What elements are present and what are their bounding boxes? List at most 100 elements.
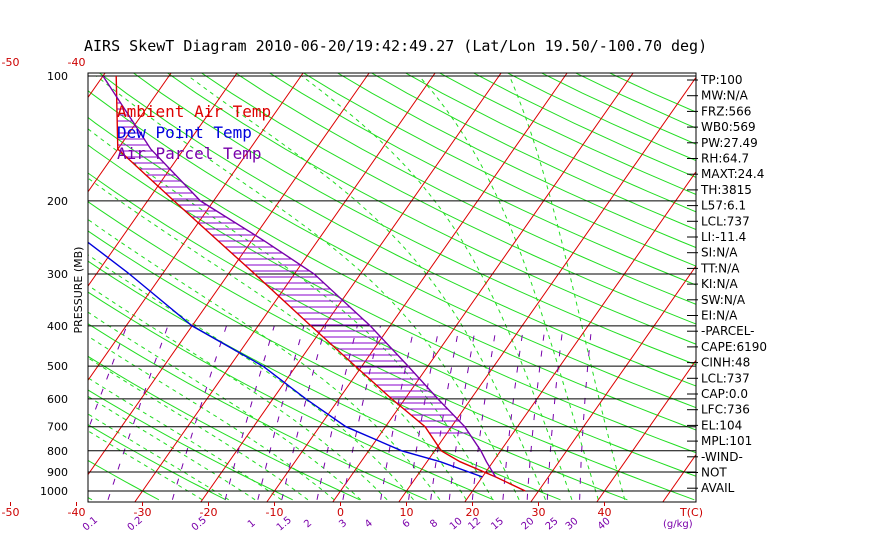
dry-adiabat-line bbox=[234, 73, 696, 305]
dry-adiabat-line bbox=[132, 73, 696, 366]
index-value: -WIND- bbox=[701, 450, 743, 464]
plot-frame bbox=[87, 72, 697, 503]
dry-adiabat-line bbox=[438, 73, 696, 195]
index-value: TH:3815 bbox=[700, 183, 752, 197]
pressure-tick-label: 200 bbox=[47, 195, 68, 208]
pressure-tick-label: 800 bbox=[47, 445, 68, 458]
mixing-ratio-line bbox=[257, 325, 305, 500]
mixing-ratio-line bbox=[408, 325, 440, 500]
pressure-tick-label: 700 bbox=[47, 421, 68, 434]
bottom-temp-tick-label: 30 bbox=[532, 506, 546, 519]
pressure-tick-label: 300 bbox=[47, 268, 68, 281]
moist-adiabat-line bbox=[96, 75, 520, 501]
index-value: MW:N/A bbox=[701, 89, 749, 103]
index-value: PW:27.49 bbox=[701, 136, 758, 150]
bottom-temp-tick-label: 40 bbox=[598, 506, 612, 519]
mixing-ratio-line bbox=[526, 325, 546, 500]
mixing-ratio-tick-label: 15 bbox=[489, 516, 506, 533]
top-temp-tick-label: -50 bbox=[2, 56, 20, 69]
pressure-axis-label: PRESSURE (MB) bbox=[72, 247, 85, 334]
mixing-ratio-tick-label: 8 bbox=[428, 518, 440, 531]
dry-adiabat-line bbox=[370, 73, 696, 231]
moist-adiabat-line bbox=[88, 128, 494, 501]
dry-adiabat-line bbox=[506, 73, 696, 162]
legend-entry: Dew Point Temp bbox=[117, 123, 252, 142]
index-value: TP:100 bbox=[700, 73, 743, 87]
dry-adiabat-line bbox=[88, 389, 293, 501]
index-value: WB0:569 bbox=[701, 120, 756, 134]
moist-adiabat-line bbox=[88, 254, 414, 501]
index-value: LCL:737 bbox=[701, 371, 750, 385]
pressure-tick-label: 500 bbox=[47, 360, 68, 373]
mixing-ratio-tick-label: 30 bbox=[564, 516, 581, 533]
isotherm-line bbox=[464, 170, 696, 502]
dry-adiabat-line bbox=[88, 323, 427, 501]
dry-adiabat-line bbox=[88, 201, 695, 501]
dry-adiabat-line bbox=[98, 73, 696, 387]
chart-grid bbox=[0, 57, 696, 502]
dry-adiabat-line bbox=[302, 73, 696, 267]
moist-adiabat-line bbox=[88, 413, 229, 501]
isotherm-line bbox=[662, 453, 696, 502]
index-value: CAP:0.0 bbox=[701, 387, 748, 401]
dry-adiabat-line bbox=[88, 459, 160, 501]
bottom-temp-tick-label: 0 bbox=[337, 506, 344, 519]
mixing-ratio-line bbox=[224, 325, 275, 500]
mixing-ratio-line bbox=[502, 325, 525, 500]
isotherm-line bbox=[332, 73, 634, 502]
index-value: CAPE:6190 bbox=[701, 340, 767, 354]
ambient-temp-curve bbox=[115, 75, 526, 492]
parcel-temp-curve bbox=[102, 75, 497, 478]
mixing-ratio-tick-label: 6 bbox=[401, 518, 413, 531]
index-value: MAXT:24.4 bbox=[701, 167, 764, 181]
index-value: SI:N/A bbox=[701, 246, 738, 260]
isotherm-line bbox=[88, 73, 304, 382]
isotherm-line bbox=[88, 73, 370, 476]
mixing-ratio-line bbox=[342, 325, 381, 500]
index-value: NOT bbox=[701, 466, 727, 480]
dry-adiabat-line bbox=[200, 73, 696, 325]
mixing-ratio-line bbox=[107, 325, 169, 500]
index-value: LFC:736 bbox=[701, 403, 750, 417]
isotherm-line bbox=[88, 73, 106, 99]
moist-adiabat-line bbox=[418, 75, 599, 500]
mixing-ratio-line bbox=[171, 325, 227, 500]
mixing-ratio-line bbox=[471, 325, 497, 500]
mixing-ratio-line bbox=[316, 325, 358, 500]
pressure-tick-label: 900 bbox=[47, 466, 68, 479]
dry-adiabat-line bbox=[88, 230, 628, 501]
mixing-ratio-line bbox=[430, 325, 460, 500]
index-value: L57:6.1 bbox=[701, 199, 746, 213]
mixing-ratio-tick-label: 2 bbox=[302, 518, 314, 531]
chart-legend: Ambient Air Temp Dew Point Temp Air Parcel… bbox=[117, 102, 271, 163]
dry-adiabat-line bbox=[472, 73, 696, 178]
moist-adiabat-line bbox=[88, 430, 203, 501]
index-value: RH:64.7 bbox=[701, 152, 749, 166]
moist-adiabat-line bbox=[88, 177, 467, 501]
index-value: TT:N/A bbox=[700, 261, 740, 275]
mixing-ratio-tick-label: 10 bbox=[448, 516, 465, 533]
isotherm-line bbox=[200, 73, 502, 502]
mixing-ratio-tick-label: 4 bbox=[363, 518, 375, 531]
dewpoint-curve bbox=[88, 241, 483, 478]
mixing-ratio-line bbox=[579, 325, 593, 500]
dry-adiabat-line bbox=[0, 57, 25, 500]
dry-adiabat-line bbox=[88, 90, 696, 409]
index-value: CINH:48 bbox=[701, 356, 750, 370]
pressure-tick-label: 1000 bbox=[40, 485, 68, 498]
index-value: EL:104 bbox=[701, 418, 742, 432]
chart-title: AIRS SkewT Diagram 2010-06-20/19:42:49.2… bbox=[84, 37, 707, 55]
index-value: LCL:737 bbox=[701, 214, 750, 228]
mixing-ratio-label: (g/kg) bbox=[663, 519, 693, 530]
dry-adiabat-line bbox=[88, 172, 696, 477]
mixing-ratio-tick-label: 1 bbox=[246, 518, 258, 531]
bottom-temp-tick-label: 20 bbox=[466, 506, 480, 519]
dry-adiabat-line bbox=[166, 73, 696, 345]
isotherm-line bbox=[0, 73, 39, 502]
mixing-ratio-line bbox=[88, 325, 128, 432]
legend-entry: Air Parcel Temp bbox=[117, 144, 262, 163]
bottom-temp-tick-label: -50 bbox=[2, 506, 20, 519]
bottom-temp-tick-label: -20 bbox=[200, 506, 218, 519]
